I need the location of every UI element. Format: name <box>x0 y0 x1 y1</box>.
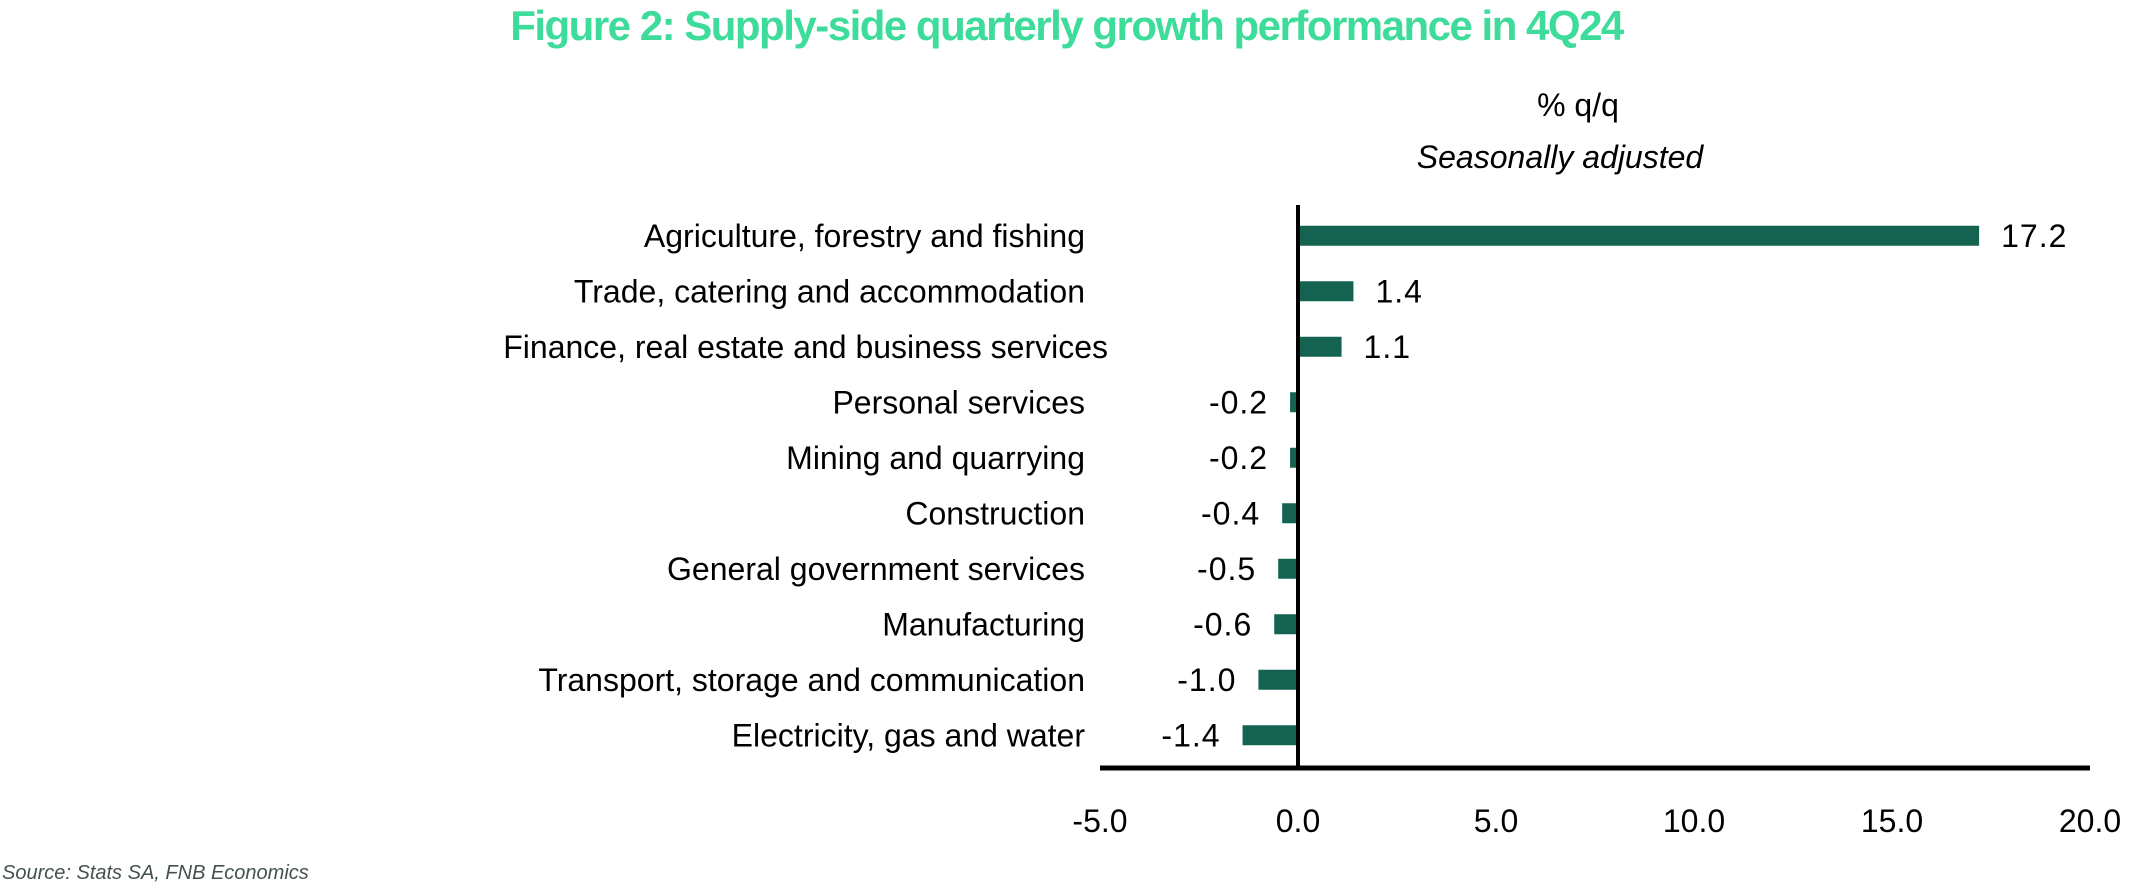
x-tick-label: 0.0 <box>1276 803 1320 839</box>
bars-group <box>1242 225 1980 746</box>
value-label: -1.4 <box>1161 717 1220 753</box>
category-label: Transport, storage and communication <box>538 662 1085 698</box>
x-tick-label: 5.0 <box>1474 803 1518 839</box>
bar <box>1278 558 1298 579</box>
value-label: -0.5 <box>1197 551 1256 587</box>
bar <box>1242 725 1298 746</box>
category-label: Finance, real estate and business servic… <box>503 329 1108 365</box>
bar <box>1290 447 1298 468</box>
x-tick-label: 15.0 <box>1861 803 1923 839</box>
x-tick-label: -5.0 <box>1072 803 1127 839</box>
x-tick-labels: -5.0 0.0 5.0 10.0 15.0 20.0 <box>1072 803 2121 839</box>
bar <box>1258 669 1298 690</box>
category-label: Manufacturing <box>882 606 1085 642</box>
unit-label: % q/q <box>1537 87 1619 123</box>
category-labels: Agriculture, forestry and fishing Trade, … <box>503 218 1108 754</box>
category-label: Trade, catering and accommodation <box>574 273 1085 309</box>
value-label: 17.2 <box>2001 218 2067 254</box>
chart-subtitle: Seasonally adjusted <box>1417 139 1705 175</box>
category-label: Personal services <box>832 384 1085 420</box>
x-tick-label: 20.0 <box>2059 803 2121 839</box>
bar <box>1274 614 1298 635</box>
x-tick-label: 10.0 <box>1663 803 1725 839</box>
bar <box>1298 281 1354 302</box>
category-label: Electricity, gas and water <box>732 717 1086 753</box>
value-label: -0.2 <box>1209 384 1268 420</box>
bar <box>1290 392 1298 413</box>
category-label: Construction <box>905 495 1085 531</box>
axes <box>1100 205 2090 771</box>
bar <box>1282 503 1298 524</box>
value-labels: 17.2 1.4 1.1 -0.2 -0.2 -0.4 -0.5 -0.6 -1.0 -1.4 <box>1161 218 2067 754</box>
value-label: -0.4 <box>1201 495 1260 531</box>
value-label: -0.2 <box>1209 440 1268 476</box>
value-label: -0.6 <box>1193 606 1252 642</box>
category-label: General government services <box>667 551 1085 587</box>
category-label: Agriculture, forestry and fishing <box>644 218 1085 254</box>
category-label: Mining and quarrying <box>786 440 1085 476</box>
value-label: 1.1 <box>1364 329 1411 365</box>
bar <box>1298 225 1980 246</box>
bar <box>1298 336 1342 357</box>
value-label: -1.0 <box>1177 662 1236 698</box>
chart-title: Figure 2: Supply-side quarterly growth p… <box>510 2 1624 49</box>
source-note: Source: Stats SA, FNB Economics <box>2 862 309 884</box>
value-label: 1.4 <box>1375 273 1422 309</box>
